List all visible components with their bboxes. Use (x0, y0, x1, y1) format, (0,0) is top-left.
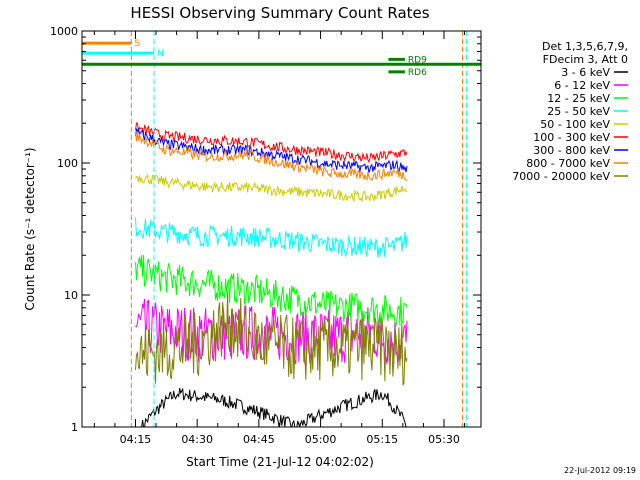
status-bars: S N RD6 RD9 (82, 31, 481, 427)
legend-label: 100 - 300 keV (533, 131, 610, 144)
axes: 04:15 04:30 04:45 05:00 05:15 05:30 1 10 100 1000 (50, 25, 482, 446)
series-7000-20000kev-line (135, 292, 408, 386)
x-tick-label: 05:00 (305, 433, 337, 446)
series-800-7000kev-line (135, 132, 408, 182)
legend-label: 7000 - 20000 keV (512, 170, 610, 183)
x-tick-label: 05:30 (428, 433, 460, 446)
x-tick-label: 05:15 (366, 433, 398, 446)
x-tick-label: 04:15 (120, 433, 152, 446)
x-tick-label: 04:45 (243, 433, 275, 446)
legend-label: 25 - 50 keV (547, 105, 610, 118)
date-stamp: 22-Jul-2012 09:19 (564, 466, 636, 475)
plot-frame (81, 30, 482, 428)
y-tick-label: 1 (71, 421, 78, 434)
series-3-6kev-line (141, 387, 407, 427)
x-tick-label: 04:30 (181, 433, 213, 446)
y-tick-label: 10 (64, 289, 78, 302)
series-layer (135, 122, 408, 427)
legend: Det 1,3,5,6,7,9,FDecim 3, Att 03 - 6 keV… (512, 40, 628, 183)
series-100-300kev-line (135, 122, 408, 164)
legend-label: 800 - 7000 keV (526, 157, 610, 170)
series-300-800kev-line (135, 127, 408, 173)
status-bar-label: S (134, 39, 140, 49)
legend-label: 300 - 800 keV (533, 144, 610, 157)
chart-title: HESSI Observing Summary Count Rates (130, 4, 429, 22)
status-bar-label: N (157, 49, 164, 59)
status-bar-label: RD9 (408, 55, 427, 65)
legend-label: 3 - 6 keV (561, 66, 610, 79)
legend-label: 6 - 12 keV (554, 79, 610, 92)
y-tick-label: 100 (57, 157, 78, 170)
series-25-50kev-line (135, 217, 408, 258)
series-50-100kev-line (135, 174, 408, 203)
series-6-12kev-line (135, 299, 408, 365)
legend-label: 50 - 100 keV (540, 118, 610, 131)
status-bar-label: RD6 (408, 68, 427, 78)
x-axis-label: Start Time (21-Jul-12 04:02:02) (186, 455, 374, 469)
legend-header: FDecim 3, Att 0 (543, 53, 628, 66)
y-axis-label: Count Rate (s⁻¹ detector⁻¹) (23, 147, 37, 310)
legend-label: 12 - 25 keV (547, 92, 610, 105)
y-tick-label: 1000 (50, 25, 78, 38)
series-12-25kev-line (135, 254, 408, 327)
legend-header: Det 1,3,5,6,7,9, (542, 40, 628, 53)
